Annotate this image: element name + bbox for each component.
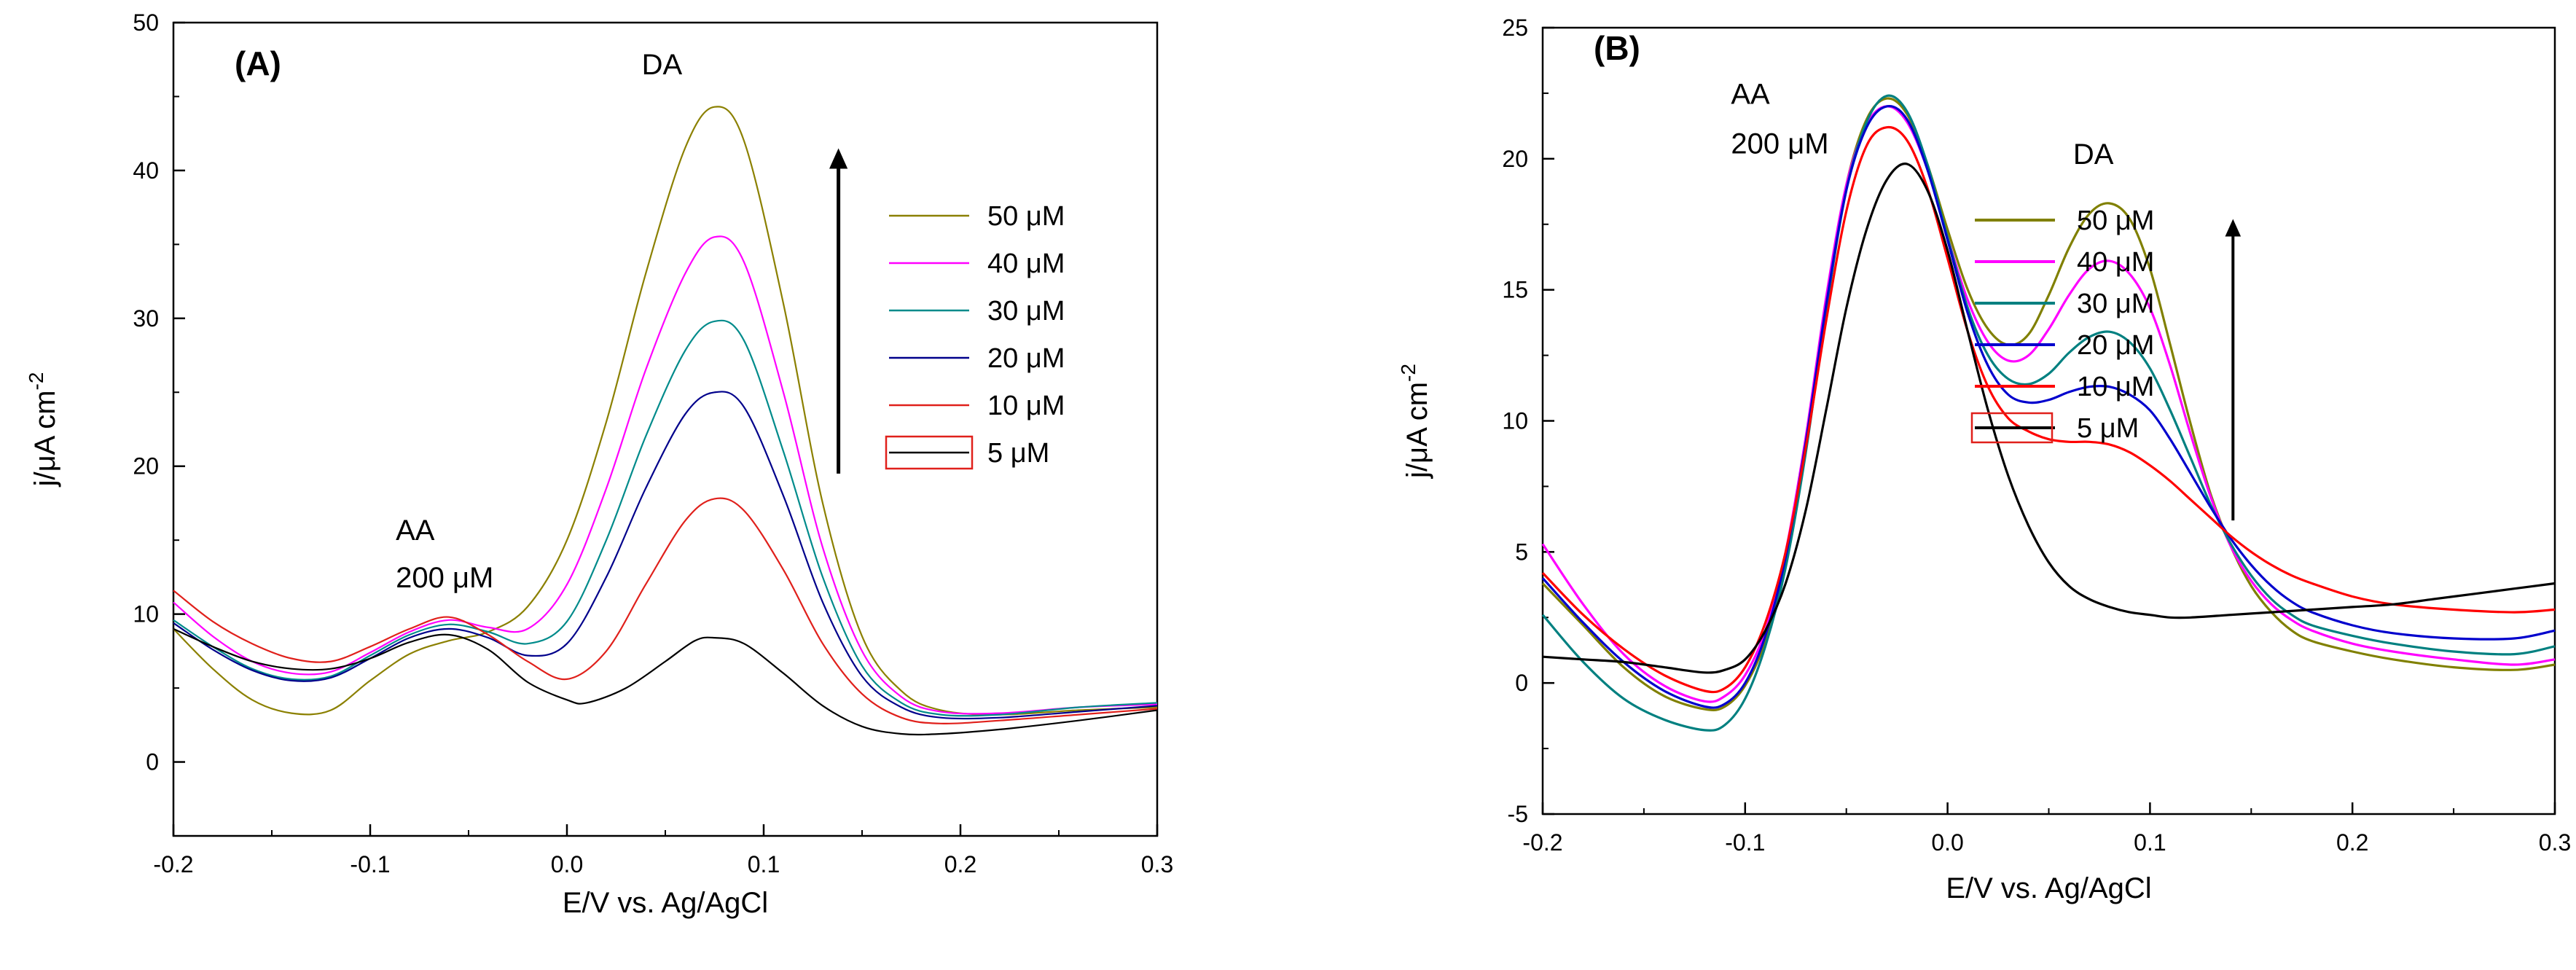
y-tick-label: 20 (133, 453, 159, 480)
legend-label: 40 μM (987, 249, 1065, 279)
y-tick-label: 5 (1515, 539, 1528, 565)
y-tick-label: 50 (133, 9, 159, 36)
y-tick-label: 15 (1502, 277, 1528, 303)
annotation: AA (396, 515, 435, 547)
x-tick-label: -0.2 (1522, 829, 1562, 856)
panel-b-chart: -0.2 -0.1 0.0 0.1 0.2 0.3 -5 0 5 10 15 20 25 E/V vs. … (1397, 15, 2571, 904)
series-line-2 (173, 319, 1158, 717)
y-tick-label: 0 (146, 749, 159, 775)
series-line-3 (1541, 104, 2556, 709)
legend-label: 40 μM (2077, 247, 2154, 278)
annotation: 200 μM (1731, 128, 1828, 160)
legend-label: 30 μM (2077, 289, 2154, 319)
legend-label: 20 μM (2077, 330, 2154, 361)
panel-label: (A) (235, 44, 281, 82)
y-tick-label: 40 (133, 157, 159, 184)
x-tick-label: 0.0 (1931, 829, 1963, 856)
x-tick-label: 0.2 (2336, 829, 2368, 856)
annotation: DA (2073, 138, 2114, 171)
y-axis-title: j/μA cm-2 (1397, 364, 1433, 479)
series-line-0 (1541, 97, 2556, 712)
x-axis-title: E/V vs. Ag/AgCl (563, 887, 768, 919)
increase-arrow-head (829, 148, 848, 169)
legend-highlight-frame (1970, 412, 2054, 444)
x-tick-label: 0.3 (2539, 829, 2571, 856)
y-tick-label: -5 (1508, 801, 1528, 827)
series-line-3 (173, 391, 1158, 720)
y-tick-label: 25 (1502, 15, 1528, 41)
legend-label: 5 μM (2077, 413, 2139, 444)
increase-arrow-head (2225, 219, 2242, 237)
series-line-5 (1542, 163, 2556, 674)
y-tick-label: 20 (1502, 146, 1528, 172)
y-tick-label: 0 (1515, 670, 1528, 696)
series-line-4 (173, 497, 1158, 725)
legend-label: 50 μM (987, 201, 1065, 232)
x-tick-label: 0.2 (944, 851, 976, 877)
x-tick-label: 0.1 (2134, 829, 2166, 856)
annotation: AA (1731, 78, 1770, 110)
x-axis-title: E/V vs. Ag/AgCl (1946, 872, 2151, 904)
x-tick-label: -0.1 (1725, 829, 1765, 856)
legend-highlight-frame (885, 435, 974, 470)
legend-label: 10 μM (2077, 372, 2154, 402)
annotation: 200 μM (396, 562, 493, 594)
plot-frame (1541, 26, 2556, 815)
panel-label: (B) (1594, 29, 1640, 67)
series-line-4 (1541, 125, 2556, 694)
panel-a-chart: -0.2 -0.1 0.0 0.1 0.2 0.3 0 10 20 30 40 50 E/V vs. A… (25, 9, 1173, 919)
y-tick-label: 30 (133, 305, 159, 332)
annotation: DA (642, 49, 683, 81)
y-axis-title-main: j/μA cm (1401, 382, 1433, 479)
y-axis-title-sup: -2 (25, 372, 47, 391)
legend-label: 30 μM (987, 296, 1065, 326)
series-line-5 (173, 627, 1158, 736)
y-tick-label: 10 (133, 601, 159, 627)
x-tick-label: 0.3 (1141, 851, 1173, 877)
series-line-1 (1541, 105, 2556, 703)
legend-label: 5 μM (987, 438, 1049, 469)
x-tick-label: -0.2 (153, 851, 193, 877)
y-axis-title-sup: -2 (1397, 364, 1420, 382)
x-tick-label: -0.1 (350, 851, 390, 877)
x-tick-label: 0.1 (748, 851, 780, 877)
legend-label: 50 μM (2077, 206, 2154, 236)
y-tick-label: 10 (1502, 408, 1528, 434)
series-line-2 (1541, 94, 2556, 732)
legend-label: 20 μM (987, 343, 1065, 374)
x-tick-label: 0.0 (551, 851, 583, 877)
y-axis-title: j/μA cm-2 (25, 372, 61, 488)
legend-label: 10 μM (987, 391, 1065, 421)
series-line-0 (173, 106, 1158, 716)
y-axis-title-main: j/μA cm (29, 390, 61, 487)
